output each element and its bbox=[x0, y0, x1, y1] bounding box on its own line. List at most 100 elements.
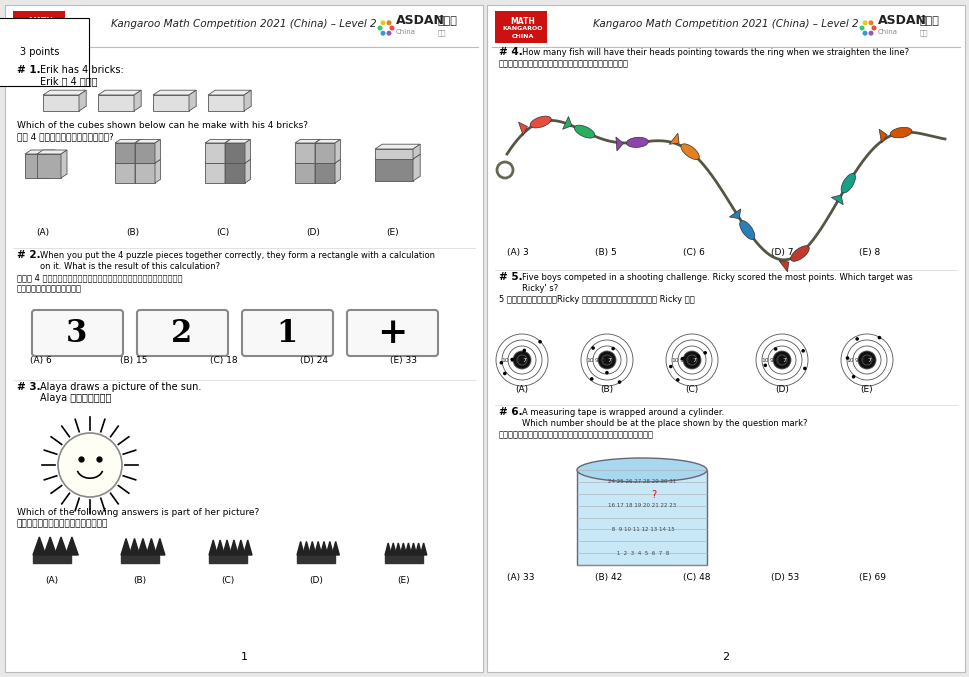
Text: (A) 3: (A) 3 bbox=[507, 248, 528, 257]
Text: 将下列 4 个拼图碎片正确拼接在一起后，会出现写有一道算式题的矩形，: 将下列 4 个拼图碎片正确拼接在一起后，会出现写有一道算式题的矩形， bbox=[17, 273, 182, 282]
Text: (C) 18: (C) 18 bbox=[209, 356, 237, 365]
Text: 7: 7 bbox=[607, 357, 610, 362]
Bar bbox=[98, 95, 134, 111]
Polygon shape bbox=[729, 209, 740, 219]
Circle shape bbox=[380, 30, 385, 36]
Circle shape bbox=[495, 334, 547, 386]
Bar bbox=[153, 95, 189, 111]
Circle shape bbox=[703, 351, 706, 355]
Bar bbox=[315, 143, 334, 163]
Polygon shape bbox=[33, 555, 71, 563]
Text: (B) 15: (B) 15 bbox=[120, 356, 147, 365]
Polygon shape bbox=[385, 555, 422, 563]
Polygon shape bbox=[230, 540, 238, 555]
Circle shape bbox=[513, 351, 530, 369]
Circle shape bbox=[522, 349, 525, 352]
Circle shape bbox=[677, 346, 705, 374]
Text: Kangaroo Math Competition 2021 (China) – Level 2: Kangaroo Math Competition 2021 (China) –… bbox=[593, 19, 858, 29]
Polygon shape bbox=[562, 116, 572, 129]
Text: Alaya 画了一个太阳。: Alaya 画了一个太阳。 bbox=[40, 393, 111, 403]
Polygon shape bbox=[778, 261, 788, 272]
Polygon shape bbox=[134, 90, 141, 111]
Text: China: China bbox=[395, 29, 416, 35]
Polygon shape bbox=[155, 139, 160, 163]
Ellipse shape bbox=[790, 246, 808, 261]
Text: 10: 10 bbox=[761, 357, 768, 362]
Polygon shape bbox=[146, 538, 156, 555]
Polygon shape bbox=[314, 542, 322, 555]
Polygon shape bbox=[243, 540, 252, 555]
Circle shape bbox=[538, 340, 542, 343]
Text: 1: 1 bbox=[240, 652, 247, 662]
Polygon shape bbox=[375, 154, 420, 159]
Circle shape bbox=[586, 340, 626, 380]
Circle shape bbox=[617, 380, 620, 384]
Bar bbox=[115, 163, 135, 183]
Text: 阿思丹: 阿思丹 bbox=[919, 16, 939, 26]
Text: (D): (D) bbox=[309, 576, 323, 585]
Circle shape bbox=[680, 357, 684, 360]
Circle shape bbox=[846, 340, 886, 380]
Circle shape bbox=[605, 371, 609, 374]
Circle shape bbox=[800, 349, 804, 353]
Circle shape bbox=[502, 340, 542, 380]
Text: 一把卷尺缠绕在一个圆柱体上，请问图中问号处标记的应该是哪个数？: 一把卷尺缠绕在一个圆柱体上，请问图中问号处标记的应该是哪个数？ bbox=[498, 430, 653, 439]
Bar bbox=[494, 11, 547, 43]
Polygon shape bbox=[115, 139, 141, 143]
Polygon shape bbox=[225, 159, 250, 163]
Text: # 1.: # 1. bbox=[17, 65, 41, 75]
Bar bbox=[486, 5, 964, 672]
Polygon shape bbox=[216, 540, 224, 555]
Polygon shape bbox=[153, 90, 196, 95]
Polygon shape bbox=[420, 543, 426, 555]
Text: 8: 8 bbox=[685, 357, 689, 362]
Text: KANGAROO: KANGAROO bbox=[20, 26, 61, 32]
Circle shape bbox=[377, 26, 382, 30]
Polygon shape bbox=[54, 537, 67, 555]
Polygon shape bbox=[405, 543, 411, 555]
Circle shape bbox=[669, 365, 672, 368]
Text: 把下面的鱼线拉直后，有多少个鱼头是朝着圆环的方向的？: 把下面的鱼线拉直后，有多少个鱼头是朝着圆环的方向的？ bbox=[498, 59, 628, 68]
Polygon shape bbox=[326, 542, 333, 555]
Circle shape bbox=[773, 347, 776, 351]
Circle shape bbox=[861, 20, 866, 25]
Text: (A): (A) bbox=[46, 576, 58, 585]
Text: 3: 3 bbox=[66, 318, 87, 349]
Text: 7: 7 bbox=[691, 357, 696, 362]
Ellipse shape bbox=[840, 173, 855, 193]
Polygon shape bbox=[297, 555, 334, 563]
Bar bbox=[375, 159, 413, 181]
Circle shape bbox=[696, 355, 700, 358]
Circle shape bbox=[859, 26, 863, 30]
Circle shape bbox=[767, 346, 796, 374]
Ellipse shape bbox=[574, 125, 594, 138]
Bar bbox=[37, 154, 61, 178]
Polygon shape bbox=[121, 555, 159, 563]
Circle shape bbox=[675, 378, 679, 382]
Circle shape bbox=[772, 351, 790, 369]
Text: (E): (E) bbox=[860, 385, 872, 394]
FancyBboxPatch shape bbox=[347, 310, 438, 356]
Ellipse shape bbox=[680, 144, 699, 160]
Polygon shape bbox=[33, 537, 46, 555]
Text: 阿思: 阿思 bbox=[919, 29, 927, 36]
Circle shape bbox=[592, 346, 620, 374]
Polygon shape bbox=[334, 139, 340, 163]
Polygon shape bbox=[189, 90, 196, 111]
Text: (C): (C) bbox=[685, 385, 698, 394]
Text: (D): (D) bbox=[774, 385, 788, 394]
Circle shape bbox=[858, 351, 875, 369]
Text: 8: 8 bbox=[516, 357, 519, 362]
Polygon shape bbox=[98, 90, 141, 95]
Polygon shape bbox=[669, 133, 678, 144]
Polygon shape bbox=[204, 159, 231, 163]
Polygon shape bbox=[66, 537, 78, 555]
Text: 8: 8 bbox=[601, 357, 605, 362]
FancyBboxPatch shape bbox=[137, 310, 228, 356]
Polygon shape bbox=[413, 144, 420, 159]
Text: A measuring tape is wrapped around a cylinder.: A measuring tape is wrapped around a cyl… bbox=[521, 408, 724, 417]
Polygon shape bbox=[225, 139, 231, 163]
Text: CHINA: CHINA bbox=[512, 35, 534, 39]
Text: (D) 24: (D) 24 bbox=[299, 356, 328, 365]
Polygon shape bbox=[135, 159, 160, 163]
